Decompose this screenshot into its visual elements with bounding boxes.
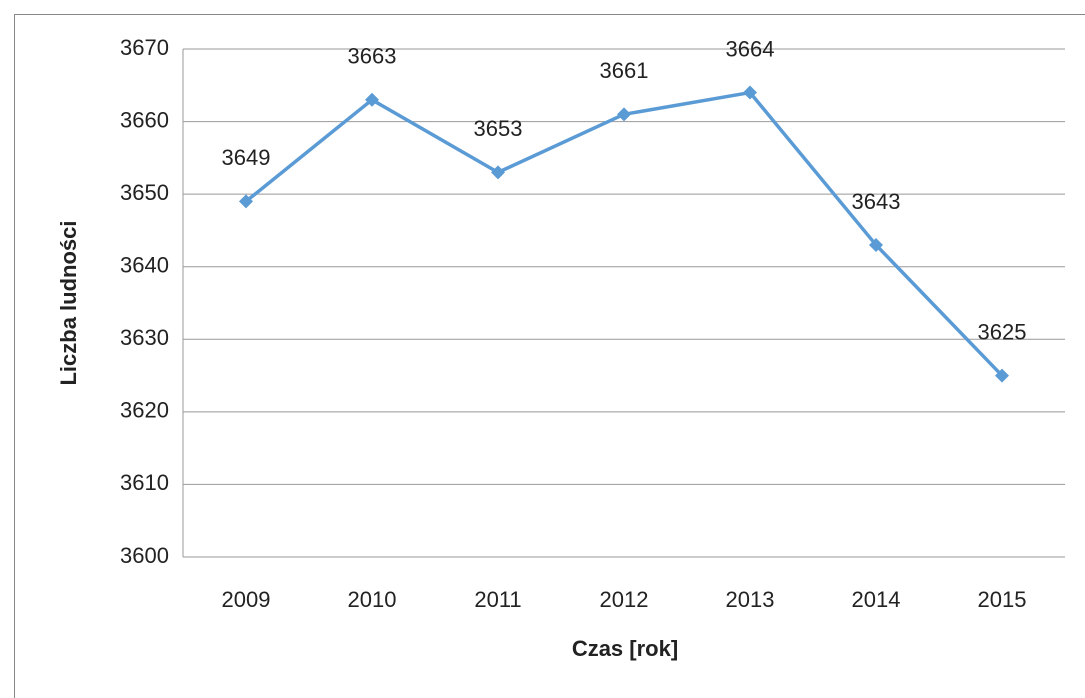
data-label: 3661 bbox=[600, 58, 649, 83]
y-tick-label: 3610 bbox=[120, 470, 169, 495]
marker bbox=[617, 107, 631, 122]
x-tick-label: 2015 bbox=[978, 587, 1027, 612]
data-label: 3663 bbox=[348, 44, 397, 69]
y-axis-title: Liczba ludności bbox=[56, 220, 81, 385]
y-tick-label: 3660 bbox=[120, 107, 169, 132]
data-label: 3653 bbox=[474, 116, 523, 141]
x-tick-label: 2013 bbox=[726, 587, 775, 612]
marker bbox=[869, 237, 883, 252]
y-tick-label: 3640 bbox=[120, 253, 169, 278]
x-axis-title: Czas [rok] bbox=[572, 636, 678, 661]
marker bbox=[239, 194, 253, 209]
marker bbox=[995, 368, 1009, 383]
x-tick-label: 2012 bbox=[600, 587, 649, 612]
data-label: 3649 bbox=[222, 145, 271, 170]
y-tick-label: 3650 bbox=[120, 180, 169, 205]
y-tick-label: 3670 bbox=[120, 35, 169, 60]
data-label: 3625 bbox=[978, 319, 1027, 344]
marker bbox=[365, 92, 379, 107]
y-tick-label: 3630 bbox=[120, 325, 169, 350]
x-tick-label: 2011 bbox=[474, 587, 521, 612]
marker bbox=[743, 85, 757, 100]
x-tick-label: 2009 bbox=[222, 587, 271, 612]
y-tick-label: 3600 bbox=[120, 543, 169, 568]
chart-frame bbox=[14, 14, 1085, 698]
x-tick-label: 2010 bbox=[348, 587, 397, 612]
x-tick-label: 2014 bbox=[852, 587, 901, 612]
data-label: 3643 bbox=[852, 189, 901, 214]
marker bbox=[491, 165, 505, 180]
data-label: 3664 bbox=[726, 36, 775, 61]
y-tick-label: 3620 bbox=[120, 398, 169, 423]
line bbox=[244, 90, 1004, 377]
